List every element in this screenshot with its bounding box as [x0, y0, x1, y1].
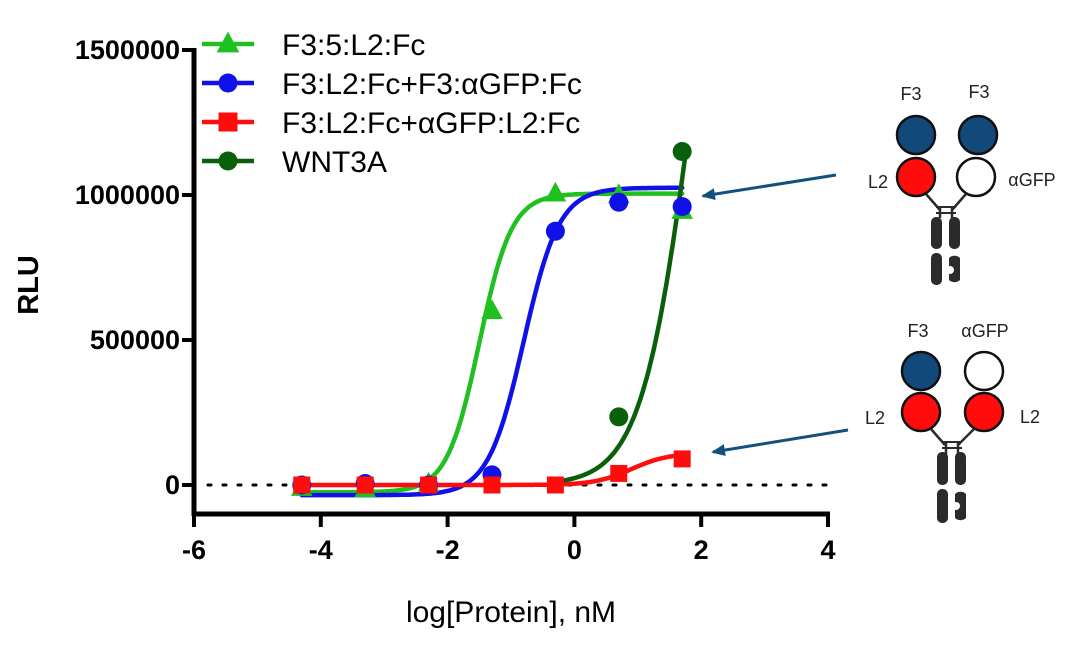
data-point-f3-l2-fc-gfp-l2-fc: [546, 476, 564, 494]
diagram-1-left-top-domain: [895, 114, 937, 156]
y-axis-title: RLU: [13, 255, 45, 315]
legend-label: F3:L2:Fc+αGFP:L2:Fc: [282, 107, 580, 140]
data-point-wnt3a: [672, 142, 692, 161]
diagram-1-right-top-domain: [957, 114, 999, 156]
diagram-2-left-bottom-domain: [900, 391, 942, 433]
antibody-diagram-1: F3 F3 L2 αGFP: [868, 82, 1056, 285]
arrow-to-diagram-2: [711, 428, 849, 456]
antibody-diagram-2: F3 αGFP L2 L2: [865, 321, 1040, 523]
fit-curve-wnt3a: [553, 153, 688, 485]
data-point-f3-l2-fc-gfp-l2-fc: [673, 450, 691, 468]
y-tick-label: 500000: [90, 325, 180, 355]
diagram-1-left-bottom-domain: [895, 156, 937, 198]
data-point-f3-l2-fc-gfp-l2-fc: [356, 476, 374, 494]
x-tick-label: 0: [567, 535, 582, 565]
x-tick-label: -6: [182, 535, 206, 565]
legend-label: WNT3A: [282, 146, 387, 179]
fit-curve-f3-l2-fc-f3-gfp-fc: [299, 185, 685, 498]
data-point-f3-l2-fc-gfp-l2-fc: [293, 476, 311, 494]
x-tick-label: 2: [694, 535, 709, 565]
x-tick-label: -2: [436, 535, 460, 565]
diagram-2-right-side-label: L2: [1020, 407, 1040, 427]
data-point-wnt3a: [609, 407, 629, 427]
data-points: [290, 142, 693, 498]
diagram-2-right-top-label: αGFP: [961, 321, 1008, 341]
diagram-1-right-bottom-domain: [955, 156, 997, 198]
diagram-1-left-top-label: F3: [900, 84, 921, 104]
x-axis-title: log[Protein], nM: [406, 596, 616, 629]
diagram-2-fc-region: [930, 428, 975, 523]
data-point-f3-l2-fc-gfp-l2-fc: [610, 464, 628, 482]
diagram-2-left-top-label: F3: [907, 321, 928, 341]
legend-marker-wnt3a: [218, 151, 238, 171]
diagram-1-fc-region: [925, 193, 967, 285]
x-tick-label: 4: [820, 535, 835, 565]
legend-label: F3:5:L2:Fc: [282, 29, 425, 62]
data-point-f3-l2-fc-f3-gfp-fc: [545, 221, 565, 241]
legend-marker-f3-l2-fc-f3-gfp-fc: [218, 73, 238, 93]
x-axis: -6 -4 -2 0 2 4: [182, 511, 836, 565]
diagram-1-right-top-label: F3: [968, 82, 989, 102]
diagram-1-left-side-label: L2: [868, 172, 888, 192]
data-point-f3-5-l2-fc: [544, 181, 567, 202]
x-tick-label: -4: [309, 535, 333, 565]
diagram-1-right-side-label: αGFP: [1008, 170, 1055, 190]
y-tick-label: 1000000: [75, 180, 180, 210]
data-point-f3-5-l2-fc: [481, 299, 503, 319]
data-point-f3-l2-fc-f3-gfp-fc: [609, 192, 629, 212]
y-tick-label: 0: [165, 470, 180, 500]
fit-curves: [299, 153, 688, 498]
legend: F3:5:L2:Fc F3:L2:Fc+F3:αGFP:Fc F3:L2:Fc+αG…: [202, 29, 582, 179]
diagram-2-right-bottom-domain: [963, 391, 1005, 433]
y-tick-label: 1500000: [75, 35, 180, 65]
legend-label: F3:L2:Fc+F3:αGFP:Fc: [282, 68, 582, 101]
diagram-2-left-top-domain: [900, 350, 942, 392]
y-axis: 0 500000 1000000 1500000: [75, 35, 197, 516]
diagram-2-left-side-label: L2: [865, 408, 885, 428]
data-point-f3-l2-fc-gfp-l2-fc: [420, 476, 438, 494]
arrow-to-diagram-1: [701, 173, 837, 201]
legend-marker-f3-l2-fc-gfp-l2-fc: [218, 112, 238, 132]
legend-marker-f3-5-l2-fc: [216, 31, 240, 53]
plot-area: -6 -4 -2 0 2 4 0 500000 1000000 1500000: [75, 35, 836, 565]
data-point-f3-l2-fc-gfp-l2-fc: [483, 476, 501, 494]
data-point-f3-l2-fc-f3-gfp-fc: [672, 197, 692, 217]
diagram-2-right-top-domain: [963, 350, 1005, 392]
